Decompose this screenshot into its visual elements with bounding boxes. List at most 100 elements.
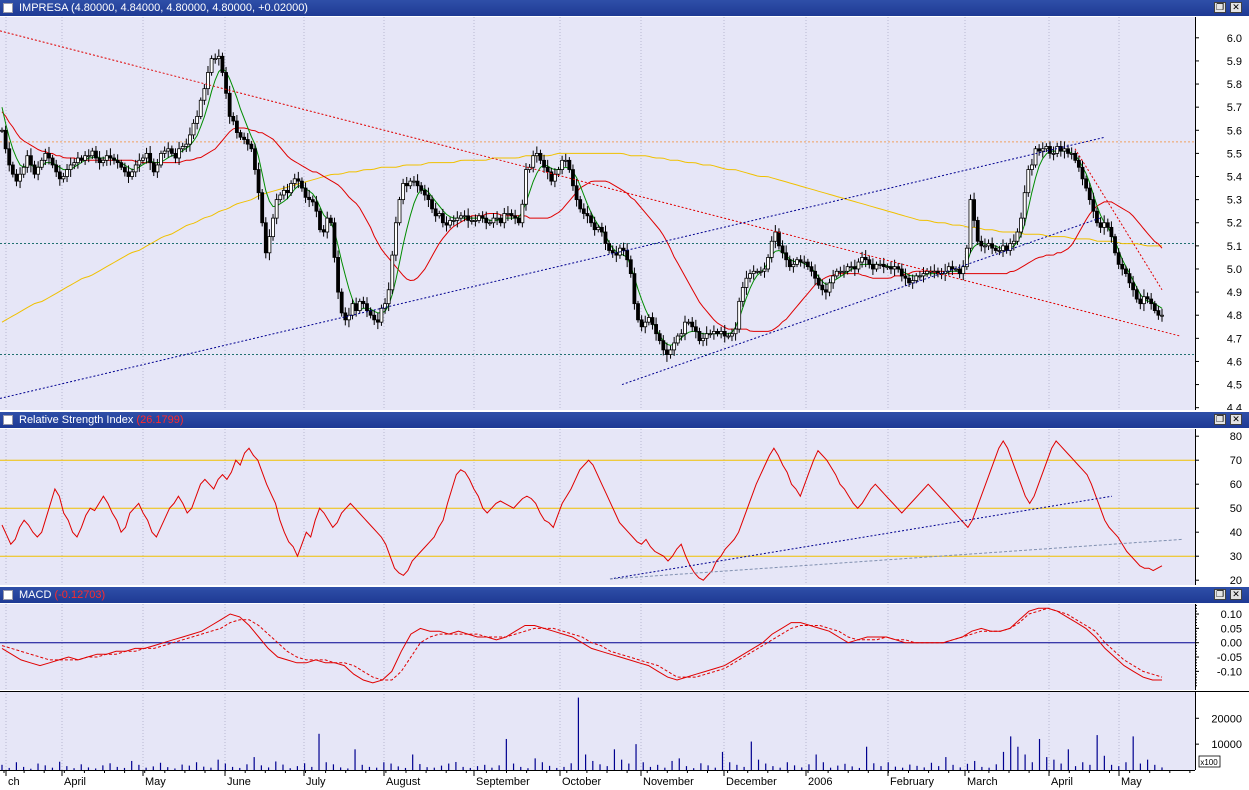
- candle-body: [10, 164, 15, 175]
- candle-body: [249, 143, 254, 150]
- candle-body: [206, 72, 210, 90]
- date-label: June: [227, 776, 251, 788]
- candle-body: [437, 213, 442, 217]
- candle-body: [610, 250, 615, 254]
- candle-body: [133, 164, 138, 173]
- candle-body: [650, 317, 655, 325]
- price-panel-title: IMPRESA (4.80000, 4.84000, 4.80000, 4.80…: [19, 2, 308, 14]
- candle-body: [238, 132, 243, 138]
- candle-body: [961, 266, 966, 275]
- candle-body: [350, 303, 355, 316]
- candle-body: [686, 321, 691, 324]
- close-button[interactable]: ✕: [1230, 2, 1242, 13]
- candle-body: [274, 199, 279, 219]
- panel-menu-icon[interactable]: [3, 3, 13, 13]
- price-ytick-label: 5.1: [1227, 241, 1242, 253]
- candle-body: [487, 222, 492, 225]
- volume-multiplier-box: [1198, 755, 1221, 768]
- candle-body: [216, 55, 221, 60]
- restore-button[interactable]: ❐: [1214, 414, 1226, 425]
- rsi-panel-title: Relative Strength Index (26.1799): [19, 412, 184, 428]
- price-ytick-label: 4.8: [1227, 310, 1242, 322]
- candle-body: [155, 164, 160, 173]
- candle-body: [809, 266, 814, 272]
- candle-body: [220, 55, 225, 73]
- candle-body: [126, 171, 131, 177]
- panel-menu-icon[interactable]: [3, 590, 13, 600]
- candle-body: [444, 222, 449, 226]
- candle-body: [954, 268, 958, 271]
- candle-body: [1080, 166, 1085, 180]
- candle-body: [524, 169, 528, 205]
- candle-body: [495, 217, 499, 220]
- candle-body: [242, 136, 247, 140]
- candle-body: [1098, 222, 1103, 228]
- candle-body: [448, 220, 452, 226]
- date-label: April: [1051, 776, 1073, 788]
- candle-body: [780, 245, 785, 254]
- candle-body: [343, 312, 348, 321]
- restore-button[interactable]: ❐: [1214, 589, 1226, 600]
- close-button[interactable]: ✕: [1230, 589, 1242, 600]
- candle-body: [1102, 222, 1107, 228]
- candle-body: [57, 171, 62, 180]
- price-panel-titlebar: IMPRESA (4.80000, 4.84000, 4.80000, 4.80…: [0, 0, 1249, 16]
- candle-body: [748, 273, 752, 279]
- candle-body: [578, 199, 583, 210]
- candle-body: [766, 257, 771, 270]
- candle-body: [224, 72, 228, 94]
- candle-body: [253, 148, 257, 170]
- candle-body: [708, 333, 713, 336]
- candle-body: [112, 157, 116, 161]
- candle-body: [422, 189, 427, 196]
- candle-body: [408, 180, 413, 187]
- candle-body: [386, 289, 391, 305]
- candle-body: [195, 116, 200, 124]
- candle-body: [1105, 222, 1110, 228]
- panel-menu-icon[interactable]: [3, 415, 13, 425]
- candle-body: [1152, 303, 1157, 311]
- candle-body: [1015, 231, 1020, 242]
- sma-medium-line: [1, 111, 1163, 332]
- close-button[interactable]: ✕: [1230, 414, 1242, 425]
- candle-body: [90, 150, 95, 157]
- candle-body: [245, 139, 250, 145]
- candle-body: [1149, 298, 1154, 305]
- candle-body: [903, 275, 908, 279]
- candle-body: [838, 270, 843, 273]
- candle-body: [365, 303, 369, 311]
- candle-body: [260, 192, 265, 224]
- candle-body: [552, 173, 557, 182]
- rsi-ytick-label: 50: [1230, 503, 1242, 515]
- uptrend-line-lower: [621, 217, 1101, 386]
- candle-body: [303, 187, 308, 198]
- macd-ytick-label: 0.00: [1221, 638, 1242, 650]
- candle-body: [1142, 296, 1146, 305]
- candle-body: [1127, 273, 1132, 284]
- candle-body: [321, 229, 326, 233]
- candle-body: [271, 217, 275, 238]
- candle-body: [737, 300, 742, 330]
- candle-body: [1066, 148, 1070, 154]
- candle-body: [531, 155, 536, 168]
- candle-body: [0, 129, 4, 132]
- candle-body: [751, 270, 756, 275]
- candle-body: [654, 324, 658, 335]
- macd-current-value: (-0.12703): [54, 589, 106, 601]
- candle-body: [892, 266, 897, 270]
- candle-body: [1156, 310, 1161, 316]
- price-ytick-label: 5.3: [1227, 195, 1242, 207]
- candle-body: [693, 326, 698, 332]
- candle-body: [1001, 245, 1005, 251]
- macd-title-text: MACD: [19, 589, 52, 601]
- candle-body: [101, 159, 106, 164]
- restore-button[interactable]: ❐: [1214, 2, 1226, 13]
- candle-body: [542, 159, 546, 168]
- candle-body: [75, 157, 80, 164]
- candle-body: [1022, 192, 1027, 219]
- candle-body: [914, 275, 919, 281]
- candle-body: [191, 122, 196, 136]
- date-label: November: [643, 776, 694, 788]
- candle-body: [520, 203, 525, 224]
- candle-body: [1019, 217, 1023, 233]
